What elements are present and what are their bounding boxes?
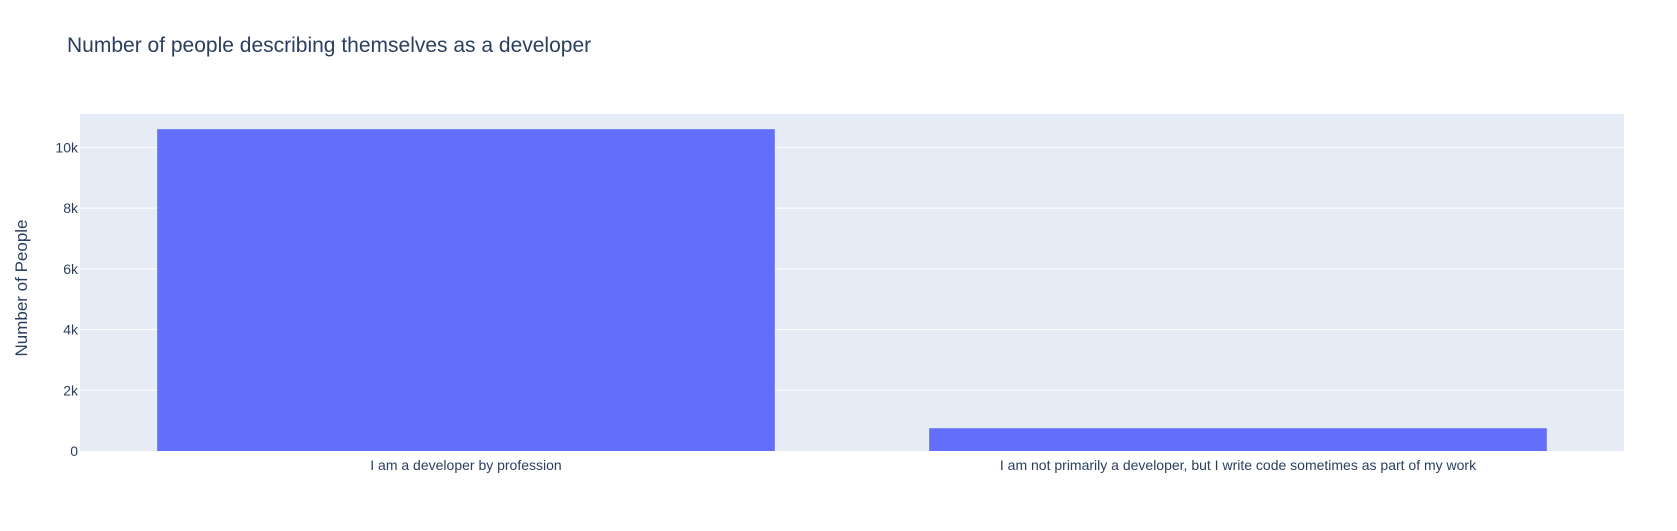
y-tick-label: 8k: [63, 200, 79, 216]
y-tick-label: 2k: [63, 382, 79, 398]
y-tick-label: 4k: [63, 322, 79, 338]
y-tick-label: 0: [70, 443, 78, 459]
x-tick-label: I am a developer by profession: [370, 457, 561, 473]
y-axis-ticks: 0 2k 4k 6k 8k 10k: [55, 139, 79, 459]
x-axis-ticks: I am a developer by profession I am not p…: [370, 457, 1477, 473]
bar: [157, 129, 775, 451]
bar: [929, 428, 1547, 451]
chart-title: Number of people describing themselves a…: [67, 34, 591, 57]
y-axis-title: Number of People: [12, 219, 31, 356]
y-tick-label: 6k: [63, 261, 79, 277]
y-tick-label: 10k: [55, 139, 79, 155]
x-tick-label: I am not primarily a developer, but I wr…: [1000, 457, 1477, 473]
bars: [157, 129, 1547, 451]
